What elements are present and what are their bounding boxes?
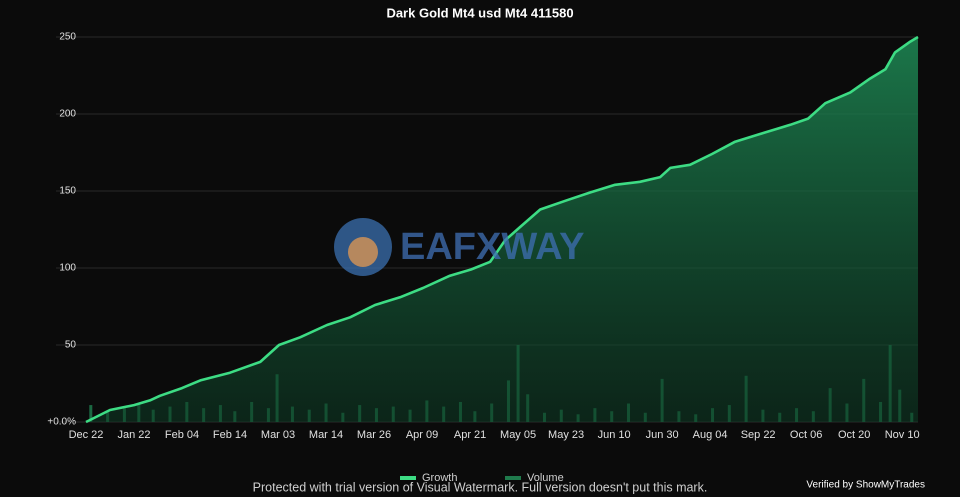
x-tick-label: Oct 06: [790, 429, 822, 441]
x-tick-label: Jun 30: [646, 429, 679, 441]
x-tick-label: May 05: [500, 429, 536, 441]
legend-swatch: [505, 476, 521, 480]
x-tick-label: Mar 03: [261, 429, 295, 441]
x-tick-label: Feb 14: [213, 429, 247, 441]
x-tick-label: Mar 26: [357, 429, 391, 441]
x-tick-label: Mar 14: [309, 429, 343, 441]
legend-label: Growth: [422, 472, 457, 484]
legend-label: Volume: [527, 472, 564, 484]
x-tick-label: Jun 10: [598, 429, 631, 441]
watermark-text: EAFXWAY: [400, 226, 584, 268]
axes: +0.0% 50 100 150 200 250 Dec 22 Jan 22 Feb 04 Feb…: [47, 32, 919, 441]
legend: Growth Volume: [400, 472, 564, 484]
y-tick-label: 200: [59, 109, 76, 120]
volume-bar: [89, 405, 93, 422]
x-tick-label: Sep 22: [741, 429, 776, 441]
watermark-logo: EAFXWAY: [334, 218, 584, 276]
x-tick-label: Feb 04: [165, 429, 199, 441]
x-tick-label: May 23: [548, 429, 584, 441]
y-tick-label: 250: [59, 32, 76, 43]
chart-title: Dark Gold Mt4 usd Mt4 411580: [386, 5, 573, 20]
x-tick-label: Apr 09: [406, 429, 438, 441]
y-tick-label: 100: [59, 263, 76, 274]
x-tick-label: Jan 22: [117, 429, 150, 441]
x-tick-label: Nov 10: [885, 429, 920, 441]
growth-line: [85, 35, 919, 424]
y-tick-label: 50: [65, 340, 77, 351]
y-tick-label: +0.0%: [47, 417, 76, 428]
x-tick-label: Aug 04: [693, 429, 728, 441]
logo-face: [348, 237, 378, 267]
x-tick-label: Apr 21: [454, 429, 486, 441]
footer-note: Protected with trial version of Visual W…: [253, 480, 708, 494]
growth-area: [85, 35, 919, 424]
growth-area-fill: [86, 37, 918, 422]
legend-swatch: [400, 476, 416, 480]
verified-note: Verified by ShowMyTrades: [806, 480, 925, 491]
x-tick-label: Oct 20: [838, 429, 870, 441]
x-tick-label: Dec 22: [69, 429, 104, 441]
y-tick-label: 150: [59, 186, 76, 197]
